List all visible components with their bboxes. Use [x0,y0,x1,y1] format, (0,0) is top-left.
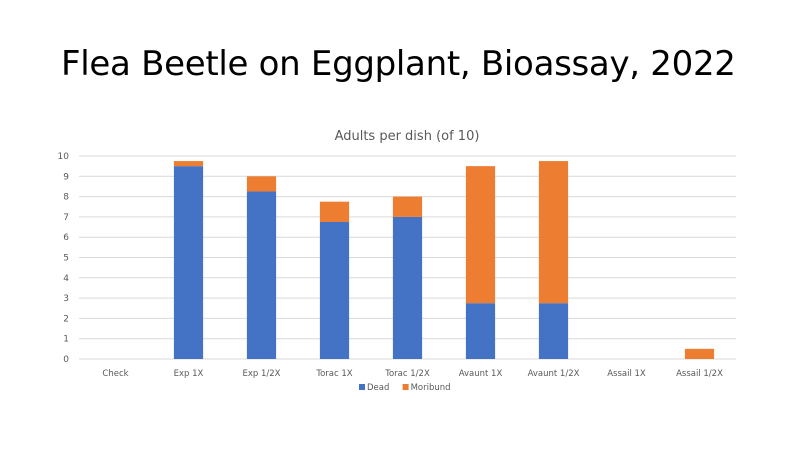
y-tick-label: 8 [63,193,69,203]
x-tick-label: Exp 1/2X [242,369,280,379]
y-tick-label: 5 [63,254,69,264]
axes: 0 1 2 3 4 5 6 7 8 9 10 Check Exp 1X Exp 1/2X Torac 1X T… [58,152,724,379]
y-tick-label: 9 [63,172,69,182]
y-tick-label: 3 [63,294,69,304]
legend: Dead Moribund [359,383,451,393]
bar-dead-1 [173,166,204,359]
bar-dead-4 [392,216,423,359]
x-tick-label: Avaunt 1/2X [528,369,580,379]
y-tick-label: 10 [58,152,70,162]
bar-moribund-3 [319,201,350,222]
y-tick-label: 1 [63,335,69,345]
bar-dead-3 [319,221,350,359]
x-tick-label: Assail 1X [607,369,646,379]
chart-title: Adults per dish (of 10) [335,129,480,144]
bar-dead-2 [246,191,277,359]
x-tick-label: Check [102,369,128,379]
bar-dead-5 [465,303,496,359]
legend-label-moribund: Moribund [411,383,451,393]
bars [173,161,715,359]
legend-swatch-moribund [402,384,409,390]
y-tick-label: 4 [63,274,69,284]
slide-title: Flea Beetle on Eggplant, Bioassay, 2022 [61,44,736,84]
legend-swatch-dead [359,384,365,390]
bar-dead-6 [538,303,569,359]
y-tick-label: 0 [63,355,69,365]
bar-moribund-5 [465,166,496,304]
bar-moribund-4 [392,196,423,217]
x-tick-label: Avaunt 1X [459,369,503,379]
y-tick-label: 7 [63,213,69,223]
y-tick-label: 6 [63,233,69,243]
y-tick-label: 2 [63,314,69,324]
x-tick-label: Exp 1X [174,369,204,379]
x-tick-label: Assail 1/2X [676,369,723,379]
bar-moribund-1 [173,161,204,167]
legend-label-dead: Dead [367,383,389,393]
bar-moribund-8 [684,348,715,359]
x-tick-label: Torac 1/2X [384,369,430,379]
bar-moribund-2 [246,176,277,192]
x-tick-label: Torac 1X [315,369,352,379]
bar-moribund-6 [538,161,569,304]
